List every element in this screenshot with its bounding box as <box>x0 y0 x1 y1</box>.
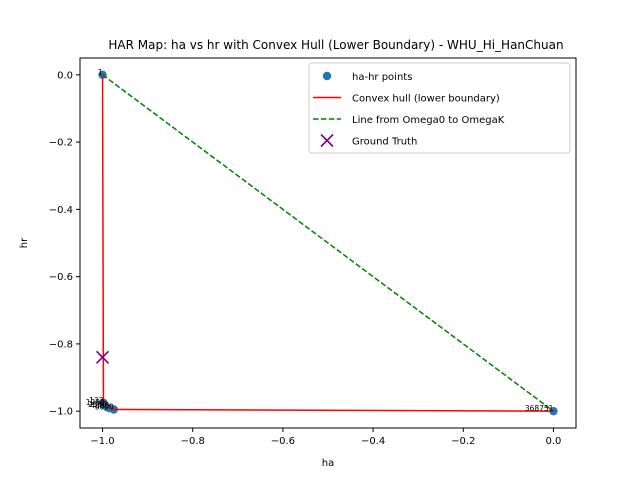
point-label: 1280 <box>86 398 105 407</box>
legend-label: ha-hr points <box>352 72 412 83</box>
legend-label: Line from Omega0 to OmegaK <box>352 115 505 126</box>
x-tick-label: −0.4 <box>361 436 385 447</box>
x-tick-label: −1.0 <box>90 436 114 447</box>
x-tick-label: −0.6 <box>271 436 295 447</box>
point-label: 2560 <box>88 400 107 409</box>
ticks: −1.0 −0.8 −0.6 −0.4 −0.2 0.0 0.0 −0.2 −0.4 −0.6 −0… <box>49 70 562 447</box>
x-axis-label: ha <box>322 458 334 469</box>
point-label: 133 <box>89 396 104 405</box>
convex-hull-line <box>101 74 554 412</box>
y-tick-label: −1.0 <box>49 407 73 418</box>
x-tick-label: 0.0 <box>546 436 562 447</box>
point-label: 1 <box>98 68 103 77</box>
y-tick-label: −0.4 <box>49 205 73 216</box>
x-tick-label: −0.8 <box>181 436 205 447</box>
ground-truth-stroke <box>95 350 110 364</box>
legend-swatch-x <box>320 133 334 148</box>
chart-title: HAR Map: ha vs hr with Convex Hull (Lowe… <box>108 38 563 52</box>
y-tick-label: −0.6 <box>49 272 73 283</box>
y-axis-label: hr <box>19 237 30 248</box>
point-label: 6000 <box>95 403 114 412</box>
legend-box <box>308 62 571 154</box>
legend: ha-hr points Convex hull (lower boundary)… <box>308 62 571 154</box>
y-tick-label: 0.0 <box>57 70 73 81</box>
point-label: 4096 <box>90 401 109 410</box>
y-tick-label: −0.8 <box>49 339 73 350</box>
y-tick-label: −0.2 <box>49 138 73 149</box>
legend-swatch-points <box>322 71 332 81</box>
legend-label: Ground Truth <box>352 136 417 147</box>
point-label: 368751 <box>525 404 554 413</box>
axes-frame <box>79 57 577 429</box>
x-tick-label: −0.2 <box>451 436 475 447</box>
ground-truth-marker <box>95 350 110 364</box>
omega-line <box>102 74 554 412</box>
legend-label: Convex hull (lower boundary) <box>352 93 500 104</box>
